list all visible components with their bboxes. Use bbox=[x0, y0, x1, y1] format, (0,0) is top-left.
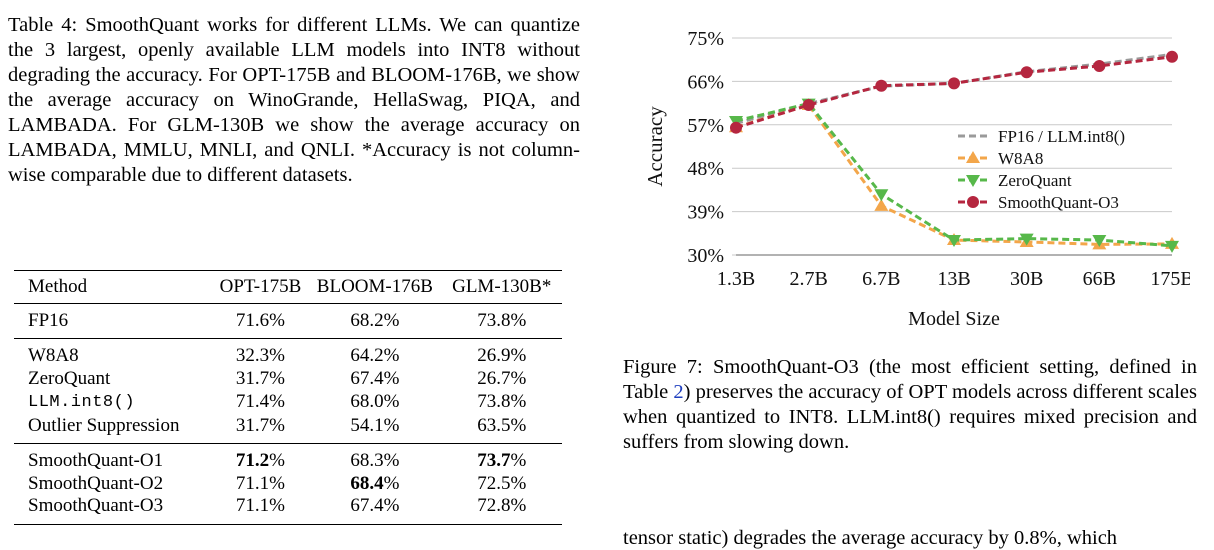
body-text-cutoff: tensor static) degrades the average accu… bbox=[623, 527, 1118, 549]
table-row: SmoothQuant-O1 71.2% 68.3% 73.7% bbox=[14, 443, 562, 473]
method-cell: SmoothQuant-O3 bbox=[28, 495, 164, 516]
header-opt: OPT-175B bbox=[219, 276, 302, 297]
y-tick-label: 75% bbox=[687, 28, 724, 50]
table-caption-label: Table 4: bbox=[8, 14, 78, 36]
y-axis-label: Accuracy bbox=[643, 106, 667, 187]
series-line-3 bbox=[735, 55, 1173, 130]
table-row: FP16 71.6% 68.2% 73.8% bbox=[14, 303, 562, 339]
figure-caption-text-b: ) preserves the accuracy of OPT models a… bbox=[623, 381, 1197, 453]
data-point bbox=[1166, 50, 1178, 63]
table-caption-text: SmoothQuant works for different LLMs. We… bbox=[8, 14, 580, 186]
data-point bbox=[948, 77, 960, 90]
legend-label: W8A8 bbox=[998, 149, 1043, 168]
data-point bbox=[1092, 235, 1107, 248]
method-cell: LLM.int8() bbox=[28, 393, 136, 412]
percent-sign: % bbox=[510, 450, 527, 471]
table-reference-link[interactable]: 2 bbox=[673, 381, 684, 403]
best-value: 71.2 bbox=[235, 450, 270, 471]
bloom-cell: 68.3% bbox=[350, 450, 400, 471]
opt-cell: 71.4% bbox=[235, 391, 285, 412]
series-line-1 bbox=[735, 103, 1173, 246]
glm-cell: 63.5% bbox=[477, 414, 527, 436]
x-tick-label: 13B bbox=[937, 268, 970, 290]
figure-caption-text-a: SmoothQuant-O3 (the most efficient setti… bbox=[623, 356, 1198, 403]
method-cell: W8A8 bbox=[28, 345, 79, 366]
bloom-cell: 68.4% bbox=[308, 473, 441, 496]
table-row: Outlier Suppression 31.7% 54.1% 63.5% bbox=[14, 415, 562, 444]
best-value: 73.7 bbox=[477, 450, 511, 471]
legend-label: ZeroQuant bbox=[998, 171, 1072, 190]
data-point bbox=[1019, 233, 1034, 246]
data-point bbox=[1020, 66, 1033, 79]
bloom-cell: 67.4% bbox=[350, 367, 400, 389]
data-point bbox=[1165, 240, 1179, 253]
bloom-cell: 67.4% bbox=[350, 495, 400, 516]
legend-label: SmoothQuant-O3 bbox=[998, 193, 1119, 212]
x-axis-label: Model Size bbox=[908, 308, 1000, 330]
x-tick-label: 30B bbox=[1010, 268, 1043, 290]
table-row: ZeroQuant 31.7% 67.4% 26.7% bbox=[14, 368, 562, 391]
best-value: 68.4 bbox=[350, 472, 384, 494]
x-tick-label: 1.3B bbox=[717, 268, 755, 290]
y-tick-label: 66% bbox=[687, 71, 724, 93]
data-point bbox=[875, 79, 888, 92]
legend-marker bbox=[966, 151, 980, 163]
figure-caption-label: Figure 7: bbox=[623, 356, 703, 378]
figure-caption: Figure 7: SmoothQuant-O3 (the most effic… bbox=[623, 355, 1197, 455]
bloom-cell: 54.1% bbox=[350, 414, 400, 436]
accuracy-chart: 30% 39% 48% 57% 66% 75% 1.3B 2.7B 6.7B 13B 30B 66B 1… bbox=[643, 28, 1190, 330]
opt-cell: 71.2% bbox=[213, 444, 309, 473]
glm-cell: 72.8% bbox=[477, 495, 527, 516]
method-cell: FP16 bbox=[28, 309, 69, 331]
glm-cell: 72.5% bbox=[477, 472, 527, 494]
y-tick-label: 57% bbox=[687, 115, 724, 137]
data-point bbox=[874, 198, 889, 211]
data-point bbox=[730, 121, 742, 134]
glm-cell: 73.8% bbox=[477, 309, 527, 331]
table-row: W8A8 32.3% 64.2% 26.9% bbox=[14, 338, 562, 368]
table-row: LLM.int8() 71.4% 68.0% 73.8% bbox=[14, 390, 562, 415]
percent-sign: % bbox=[269, 450, 285, 471]
table-row: SmoothQuant-O3 71.1% 67.4% 72.8% bbox=[14, 495, 562, 524]
y-tick-label: 30% bbox=[687, 245, 724, 267]
table-caption: Table 4: SmoothQuant works for different… bbox=[8, 13, 580, 188]
glm-cell: 26.7% bbox=[477, 367, 527, 389]
bloom-cell: 64.2% bbox=[350, 345, 400, 366]
data-point bbox=[874, 189, 889, 202]
legend-marker bbox=[966, 175, 980, 187]
method-cell: SmoothQuant-O2 bbox=[28, 472, 164, 494]
x-tick-label: 2.7B bbox=[789, 268, 827, 290]
glm-cell: 73.8% bbox=[477, 391, 527, 412]
method-cell: SmoothQuant-O1 bbox=[28, 450, 164, 471]
legend-label: FP16 / LLM.int8() bbox=[998, 127, 1125, 146]
x-tick-label: 66B bbox=[1083, 268, 1116, 290]
opt-cell: 71.1% bbox=[235, 472, 285, 494]
header-glm: GLM-130B* bbox=[452, 276, 552, 297]
bloom-cell: 68.0% bbox=[350, 391, 400, 412]
x-tick-label: 175B bbox=[1150, 268, 1190, 290]
header-bloom: BLOOM-176B bbox=[316, 276, 433, 297]
data-point bbox=[802, 99, 815, 112]
opt-cell: 31.7% bbox=[235, 367, 285, 389]
glm-cell: 26.9% bbox=[477, 345, 527, 366]
data-point bbox=[947, 235, 961, 248]
y-tick-label: 39% bbox=[687, 202, 724, 224]
method-cell: ZeroQuant bbox=[28, 367, 111, 389]
percent-sign: % bbox=[383, 472, 400, 494]
opt-cell: 31.7% bbox=[235, 414, 285, 436]
data-point bbox=[1093, 59, 1106, 72]
legend-marker bbox=[967, 196, 979, 208]
table-row: SmoothQuant-O2 71.1% 68.4% 72.5% bbox=[14, 473, 562, 496]
header-method: Method bbox=[28, 276, 88, 297]
opt-cell: 71.6% bbox=[235, 309, 285, 331]
method-cell: Outlier Suppression bbox=[28, 414, 180, 436]
y-tick-label: 48% bbox=[687, 158, 724, 180]
x-tick-label: 6.7B bbox=[862, 268, 900, 290]
bloom-cell: 68.2% bbox=[350, 309, 400, 331]
glm-cell: 73.7% bbox=[441, 444, 562, 473]
opt-cell: 71.1% bbox=[235, 495, 285, 516]
results-table: Method OPT-175B BLOOM-176B GLM-130B* FP1… bbox=[14, 270, 562, 525]
opt-cell: 32.3% bbox=[235, 345, 285, 366]
